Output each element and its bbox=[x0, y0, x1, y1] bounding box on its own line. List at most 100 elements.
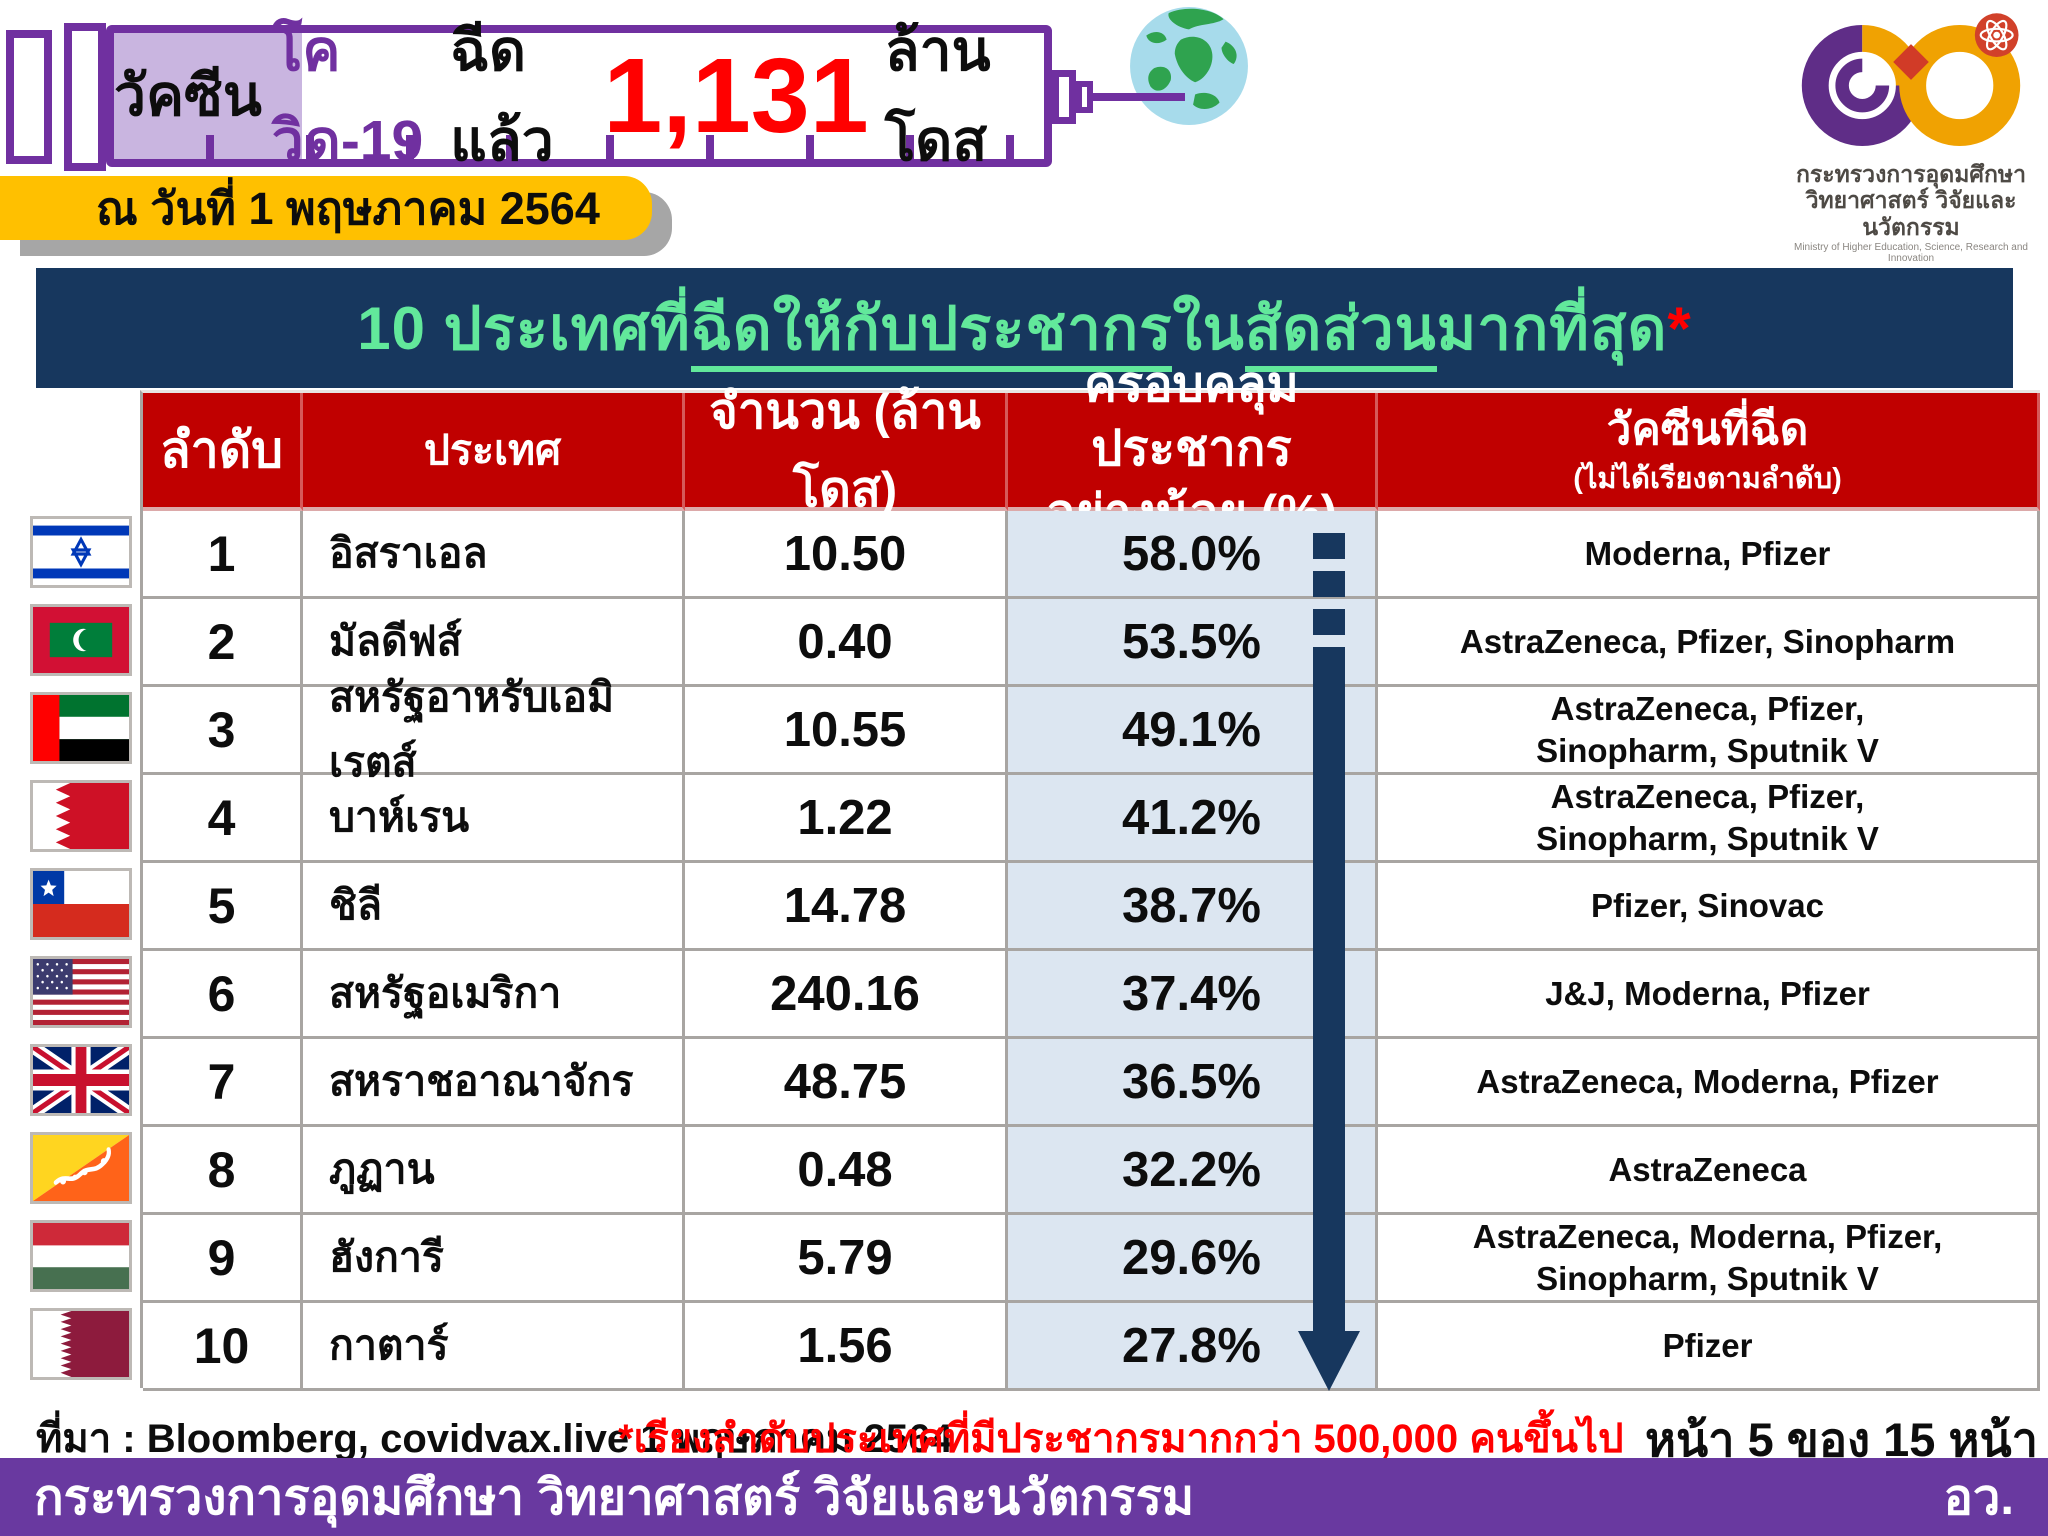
table-row: 5 ชิลี 14.78 38.7% Pfizer, Sinovac bbox=[143, 863, 2040, 951]
syringe-nozzle-tip bbox=[1076, 81, 1093, 113]
table-row: 3 สหรัฐอาหรับเอมิเรตส์ 10.55 49.1% Astra… bbox=[143, 674, 2040, 785]
syringe-needle bbox=[1093, 93, 1185, 101]
title-part3: มากที่สุด bbox=[1436, 294, 1668, 362]
flag-israel bbox=[30, 516, 132, 588]
title-underlined-1: ฉีดให้กับประชากร bbox=[690, 294, 1173, 372]
flag-uk bbox=[30, 1044, 132, 1116]
cell-coverage: 36.5% bbox=[1008, 1039, 1378, 1127]
cell-doses: 5.79 bbox=[685, 1215, 1008, 1303]
table-row: 6 สหรัฐอเมริกา 240.16 37.4% J&J, Moderna… bbox=[143, 951, 2040, 1039]
header-vaccines-line2: (ไม่ได้เรียงตามลำดับ) bbox=[1573, 463, 1842, 496]
syringe-barrel: วัคซีน โควิด-19 ฉีดแล้ว 1,131 ล้านโดส bbox=[106, 19, 1052, 173]
cell-country: สหราชอาณาจักร bbox=[303, 1039, 685, 1127]
cell-rank: 5 bbox=[143, 863, 303, 951]
cell-country: อิสราเอล bbox=[303, 511, 685, 599]
table-row: 9 ฮังการี 5.79 29.6% AstraZeneca, Modern… bbox=[143, 1215, 2040, 1303]
cell-vaccines: J&J, Moderna, Pfizer bbox=[1378, 951, 2040, 1039]
cell-country: มัลดีฟส์ bbox=[303, 599, 685, 687]
table-header-row: ลำดับ ประเทศ จำนวน (ล้านโดส) ครอบคลุมประ… bbox=[143, 358, 2040, 540]
cell-doses: 0.48 bbox=[685, 1127, 1008, 1215]
flag-qatar bbox=[30, 1308, 132, 1380]
title-underlined-2: สัดส่วน bbox=[1244, 294, 1437, 372]
table-row: 7 สหราชอาณาจักร 48.75 36.5% AstraZeneca,… bbox=[143, 1039, 2040, 1127]
cell-vaccines: AstraZeneca bbox=[1378, 1127, 2040, 1215]
cell-vaccines: Pfizer bbox=[1378, 1303, 2040, 1391]
cell-country: ภูฏาน bbox=[303, 1127, 685, 1215]
flag-rail bbox=[30, 508, 134, 1388]
cell-vaccines: Moderna, Pfizer bbox=[1378, 511, 2040, 599]
table-row: 8 ภูฏาน 0.48 32.2% AstraZeneca bbox=[143, 1127, 2040, 1215]
cell-doses: 240.16 bbox=[685, 951, 1008, 1039]
ministry-logo: กระทรวงการอุดมศึกษา วิทยาศาสตร์ วิจัยและ… bbox=[1782, 10, 2040, 264]
cell-country: ฮังการี bbox=[303, 1215, 685, 1303]
syringe-plunger-rod bbox=[64, 23, 106, 171]
cell-country: บาห์เรน bbox=[303, 775, 685, 863]
cell-vaccines: AstraZeneca, Pfizer, Sinopharm bbox=[1378, 599, 2040, 687]
header-rank: ลำดับ bbox=[143, 393, 303, 511]
flag-uae bbox=[30, 692, 132, 764]
header-coverage: ครอบคลุมประชากร อย่างน้อย (%) bbox=[1008, 358, 1378, 540]
cell-coverage: 53.5% bbox=[1008, 599, 1378, 687]
flag-maldives bbox=[30, 604, 132, 676]
cell-country: สหรัฐอาหรับเอมิเรตส์ bbox=[303, 674, 685, 785]
flag-hungary bbox=[30, 1220, 132, 1292]
cell-rank: 9 bbox=[143, 1215, 303, 1303]
page-number: หน้า 5 ของ 15 หน้า bbox=[1645, 1413, 2038, 1466]
cell-doses: 10.50 bbox=[685, 511, 1008, 599]
globe-icon bbox=[1128, 5, 1250, 129]
cell-rank: 3 bbox=[143, 687, 303, 775]
cell-coverage: 41.2% bbox=[1008, 775, 1378, 863]
cell-coverage: 29.6% bbox=[1008, 1215, 1378, 1303]
date-banner: ณ วันที่ 1 พฤษภาคม 2564 bbox=[0, 176, 652, 240]
cell-coverage: 27.8% bbox=[1008, 1303, 1378, 1391]
source-text: ที่มา : Bloomberg, covidvax.live 1 พฤษภา… bbox=[36, 1417, 953, 1461]
syringe-scale-ticks bbox=[114, 135, 1038, 159]
table-row: 1 อิสราเอล 10.50 58.0% Moderna, Pfizer bbox=[143, 511, 2040, 599]
ministry-name-th-2: วิทยาศาสตร์ วิจัยและนวัตกรรม bbox=[1805, 187, 2017, 240]
cell-coverage: 38.7% bbox=[1008, 863, 1378, 951]
headline-middle: ฉีดแล้ว bbox=[450, 19, 554, 173]
cell-vaccines: AstraZeneca, Moderna, Pfizer bbox=[1378, 1039, 2040, 1127]
cell-country: กาตาร์ bbox=[303, 1303, 685, 1391]
atom-icon bbox=[1974, 13, 2019, 57]
syringe-plunger-handle bbox=[6, 30, 52, 164]
cell-doses: 1.22 bbox=[685, 775, 1008, 863]
cell-vaccines: Pfizer, Sinovac bbox=[1378, 863, 2040, 951]
headline-covid: โควิด-19 bbox=[271, 19, 424, 173]
section-title: 10 ประเทศที่ฉีดให้กับประชากรในสัดส่วนมาก… bbox=[357, 281, 1692, 376]
title-part1: 10 ประเทศที่ bbox=[357, 294, 691, 362]
headline-prefix: วัคซีน bbox=[114, 64, 262, 128]
bottom-bar-ministry: กระทรวงการอุดมศึกษา วิทยาศาสตร์ วิจัยและ… bbox=[34, 1471, 1195, 1525]
cell-coverage: 37.4% bbox=[1008, 951, 1378, 1039]
cell-rank: 1 bbox=[143, 511, 303, 599]
syringe-nozzle-collar bbox=[1052, 70, 1076, 124]
bottom-bar-abbr: อว. bbox=[1943, 1471, 2014, 1525]
table-row: 4 บาห์เรน 1.22 41.2% AstraZeneca, Pfizer… bbox=[143, 775, 2040, 863]
flag-bahrain bbox=[30, 780, 132, 852]
cell-rank: 7 bbox=[143, 1039, 303, 1127]
cell-doses: 14.78 bbox=[685, 863, 1008, 951]
ministry-logo-mark bbox=[1801, 13, 2021, 146]
cell-doses: 1.56 bbox=[685, 1303, 1008, 1391]
main-headline: วัคซีน โควิด-19 ฉีดแล้ว 1,131 ล้านโดส bbox=[114, 19, 1044, 173]
cell-rank: 2 bbox=[143, 599, 303, 687]
headline-dose-count: 1,131 bbox=[603, 37, 869, 155]
flag-chile bbox=[30, 868, 132, 940]
cell-country: ชิลี bbox=[303, 863, 685, 951]
title-part2: ใน bbox=[1172, 294, 1245, 362]
bottom-bar: กระทรวงการอุดมศึกษา วิทยาศาสตร์ วิจัยและ… bbox=[0, 1458, 2048, 1536]
ministry-name-en: Ministry of Higher Education, Science, R… bbox=[1793, 242, 2028, 265]
cell-doses: 0.40 bbox=[685, 599, 1008, 687]
header-vaccines: วัคซีนที่ฉีด (ไม่ได้เรียงตามลำดับ) bbox=[1378, 393, 2040, 511]
title-asterisk: * bbox=[1667, 294, 1692, 362]
flag-bhutan bbox=[30, 1132, 132, 1204]
cell-coverage: 32.2% bbox=[1008, 1127, 1378, 1215]
cell-rank: 6 bbox=[143, 951, 303, 1039]
cell-doses: 10.55 bbox=[685, 687, 1008, 775]
flag-usa bbox=[30, 956, 132, 1028]
footnote-text: *เรียงลำดับประเทศที่มีประชากรมากกว่า 500… bbox=[618, 1417, 1624, 1461]
cell-rank: 10 bbox=[143, 1303, 303, 1391]
header-vaccines-line1: วัคซีนที่ฉีด bbox=[1606, 405, 1809, 455]
vaccination-table: ลำดับ ประเทศ จำนวน (ล้านโดส) ครอบคลุมประ… bbox=[140, 358, 2040, 1391]
